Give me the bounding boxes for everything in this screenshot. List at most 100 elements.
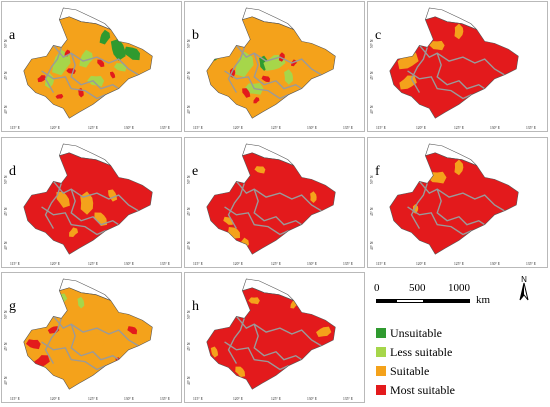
lon-label: 130° E (490, 126, 500, 130)
lon-label: 130° E (307, 397, 317, 401)
lat-label: 40° N (370, 105, 374, 114)
lat-label: 40° N (4, 376, 8, 385)
lat-label: 50° N (187, 39, 191, 48)
lon-label: 130° E (490, 262, 500, 266)
legend-item-most_suitable: Most suitable (376, 383, 455, 398)
lat-label: 50° N (187, 310, 191, 319)
lat-label: 40° N (4, 105, 8, 114)
panel-label-f: f (375, 164, 380, 179)
lat-label: 50° N (4, 175, 8, 184)
panel-label-g: g (9, 299, 16, 314)
panel-label-d: d (9, 164, 16, 179)
region-map (389, 7, 519, 119)
legend-item-suitable: Suitable (376, 364, 429, 379)
scale-tick-0: 0 (374, 282, 380, 294)
lon-label: 130° E (124, 126, 134, 130)
panel-label-b: b (192, 28, 199, 43)
map-panel-h: h 50° N 45° N 40° N 115° E 120° E 125° E 130° E… (184, 272, 365, 403)
lat-label: 50° N (4, 310, 8, 319)
lat-label: 45° N (187, 342, 191, 351)
north-arrow-icon: N (514, 274, 534, 302)
lon-label: 130° E (124, 397, 134, 401)
legend-label: Unsuitable (390, 326, 442, 340)
map-panel-b: b 50° N 45° N 40° N 115° E 120° E 125° E 130° E… (184, 1, 365, 132)
region-map (206, 278, 336, 390)
panel-label-h: h (192, 299, 199, 314)
lon-label: 125° E (271, 126, 281, 130)
map-panel-c: c 50° N 45° N 40° N 115° E 120° E 125° E 130° E… (367, 1, 548, 132)
lon-label: 115° E (376, 126, 386, 130)
lon-label: 115° E (193, 262, 203, 266)
lon-label: 125° E (271, 262, 281, 266)
panel-label-c: c (375, 28, 382, 43)
lon-label: 125° E (88, 262, 98, 266)
lon-label: 130° E (307, 126, 317, 130)
legend-item-unsuitable: Unsuitable (376, 326, 442, 341)
lon-label: 130° E (124, 262, 134, 266)
lat-label: 45° N (187, 71, 191, 80)
lon-label: 125° E (454, 126, 464, 130)
lon-label: 135° E (343, 126, 353, 130)
legend-label: Less suitable (390, 345, 453, 359)
map-panel-a: a 50° N 45° N 40° N 115° E 120° E 125° E 130° E… (1, 1, 182, 132)
region-map (389, 143, 519, 255)
lat-label: 40° N (187, 105, 191, 114)
lon-label: 115° E (10, 126, 20, 130)
lat-label: 45° N (4, 207, 8, 216)
lon-label: 115° E (10, 397, 20, 401)
legend-swatch (376, 385, 386, 395)
lat-label: 45° N (370, 71, 374, 80)
lon-label: 120° E (50, 397, 60, 401)
lat-label: 45° N (187, 207, 191, 216)
lon-label: 120° E (50, 262, 60, 266)
lon-label: 125° E (454, 262, 464, 266)
lat-label: 45° N (4, 342, 8, 351)
region-map (206, 7, 336, 119)
legend: 0 500 1000 km N Unsuitable Less suitable S… (371, 270, 547, 400)
scale-tick-500: 500 (409, 282, 426, 294)
lat-label: 40° N (187, 241, 191, 250)
legend-swatch (376, 347, 386, 357)
lon-label: 120° E (233, 126, 243, 130)
panel-label-e: e (192, 164, 199, 179)
legend-item-less_suitable: Less suitable (376, 345, 452, 360)
lon-label: 135° E (343, 397, 353, 401)
lon-label: 120° E (233, 397, 243, 401)
lon-label: 135° E (343, 262, 353, 266)
map-panel-f: f 50° N 45° N 40° N 115° E 120° E 125° E 130° E… (367, 137, 548, 268)
legend-swatch (376, 366, 386, 376)
scale-unit: km (476, 294, 491, 306)
lat-label: 40° N (4, 241, 8, 250)
legend-label: Most suitable (390, 383, 455, 397)
lon-label: 135° E (160, 397, 170, 401)
panel-label-a: a (9, 28, 16, 43)
lon-label: 135° E (160, 262, 170, 266)
lon-label: 135° E (526, 126, 536, 130)
lat-label: 50° N (187, 175, 191, 184)
lon-label: 115° E (10, 262, 20, 266)
north-label: N (521, 275, 527, 284)
lon-label: 115° E (193, 126, 203, 130)
lon-label: 130° E (307, 262, 317, 266)
map-panel-g: g 50° N 45° N 40° N 115° E 120° E 125° E 130° E… (1, 272, 182, 403)
lon-label: 120° E (416, 126, 426, 130)
lon-label: 115° E (376, 262, 386, 266)
region-map (206, 143, 336, 255)
lat-label: 50° N (4, 39, 8, 48)
lon-label: 120° E (233, 262, 243, 266)
legend-label: Suitable (390, 364, 430, 378)
region-map (23, 278, 153, 390)
map-panel-d: d 50° N 45° N 40° N 115° E 120° E 125° E 130° E… (1, 137, 182, 268)
region-map (23, 143, 153, 255)
lon-label: 120° E (416, 262, 426, 266)
legend-swatch (376, 328, 386, 338)
lat-label: 50° N (370, 175, 374, 184)
scale-tick-1000: 1000 (448, 282, 470, 294)
lon-label: 125° E (88, 126, 98, 130)
lat-label: 50° N (370, 39, 374, 48)
lat-label: 45° N (370, 207, 374, 216)
scale-bar-labels: 0 500 1000 (371, 282, 491, 296)
lat-label: 45° N (4, 71, 8, 80)
lon-label: 125° E (88, 397, 98, 401)
scale-bar (376, 299, 470, 303)
